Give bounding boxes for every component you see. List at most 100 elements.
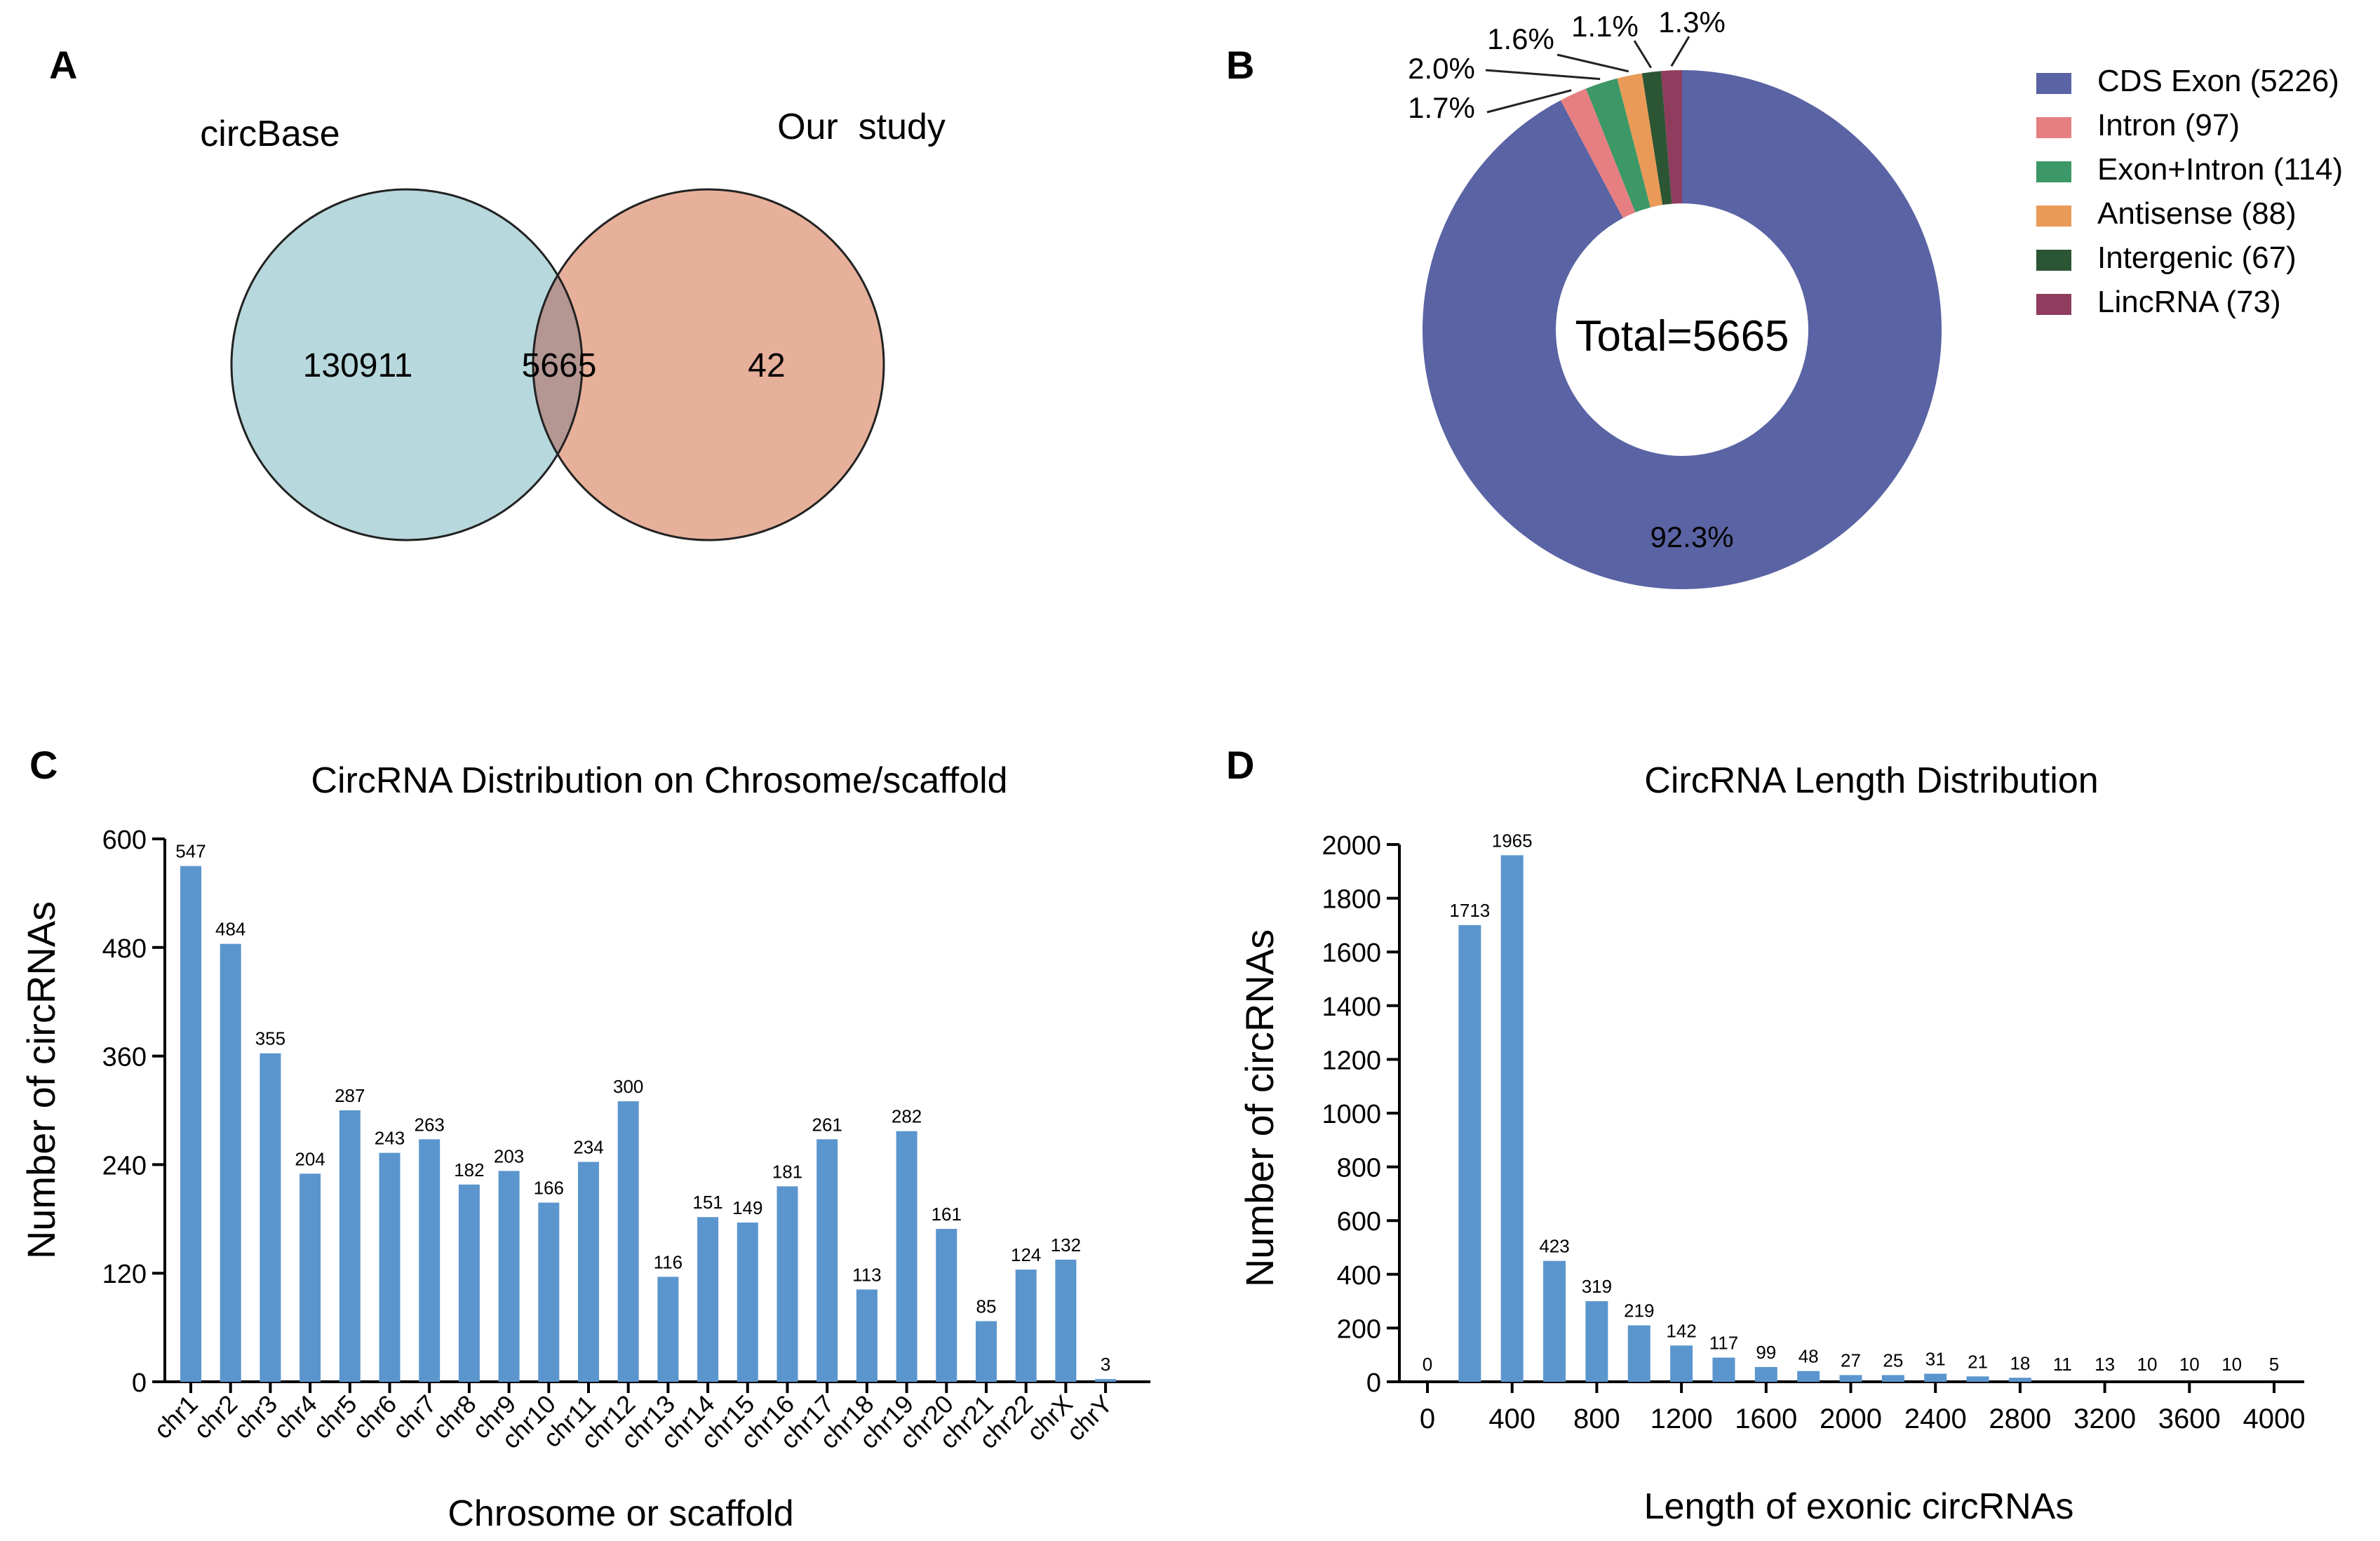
- donut-slice: [1617, 73, 1663, 208]
- leader-line: [1486, 89, 1572, 114]
- bar: [578, 1162, 599, 1382]
- bar-value-label: 31: [1925, 1349, 1946, 1370]
- bar-value-label: 319: [1582, 1276, 1612, 1297]
- slice-pct-label: 1.3%: [1658, 6, 1726, 39]
- venn-diagram: circBase Our study 130911 5665 42: [200, 107, 946, 541]
- bar: [300, 1173, 321, 1382]
- bar-value-label: 11: [2053, 1354, 2072, 1375]
- chart-c-title: CircRNA Distribution on Chrosome/scaffol…: [311, 760, 1007, 801]
- venn-left-set-name: circBase: [200, 114, 339, 154]
- bar: [856, 1289, 878, 1382]
- bar: [498, 1171, 520, 1382]
- y-tick-label: 1800: [1322, 885, 1381, 915]
- panel-label-b: B: [1226, 43, 1254, 87]
- bar: [339, 1110, 361, 1382]
- bar-value-label: 124: [1011, 1244, 1041, 1265]
- bar: [538, 1202, 560, 1382]
- bar-value-label: 0: [1423, 1354, 1432, 1375]
- x-tick-label: chrY: [1061, 1389, 1117, 1446]
- donut-center-label: Total=5665: [1575, 312, 1789, 361]
- bar-value-label: 132: [1051, 1234, 1081, 1256]
- bar: [617, 1101, 639, 1382]
- bar: [220, 943, 241, 1382]
- bar: [1095, 1379, 1117, 1382]
- legend-swatch: [2036, 117, 2071, 138]
- x-tick-label: 4000: [2243, 1404, 2306, 1434]
- bar: [1881, 1375, 1904, 1382]
- bar: [657, 1277, 679, 1382]
- legend-item-label: CDS Exon (5226): [2097, 64, 2339, 98]
- bar: [1966, 1376, 1989, 1382]
- bar-value-label: 219: [1624, 1300, 1654, 1321]
- legend-swatch: [2036, 73, 2071, 94]
- bar: [936, 1228, 957, 1382]
- panel-label-c: C: [29, 743, 58, 787]
- bar-value-label: 149: [732, 1197, 762, 1218]
- bar-value-label: 182: [454, 1159, 484, 1180]
- chart-d-xlabel: Length of exonic circRNAs: [1644, 1486, 2074, 1527]
- bar: [1924, 1373, 1947, 1382]
- legend-swatch: [2036, 206, 2071, 227]
- length-bar-chart: CircRNA Length Distribution Number of ci…: [1237, 760, 2305, 1527]
- chromosome-bar-chart: CircRNA Distribution on Chrosome/scaffol…: [19, 760, 1150, 1534]
- x-tick-label: 2400: [1904, 1404, 1967, 1434]
- bar-value-label: 142: [1666, 1320, 1696, 1341]
- bar: [1839, 1375, 1862, 1382]
- x-tick-label: 3200: [2073, 1404, 2136, 1434]
- y-tick-label: 800: [1337, 1154, 1381, 1183]
- legend-item-label: Antisense (88): [2097, 196, 2297, 231]
- bar: [1797, 1371, 1820, 1382]
- bar-value-label: 85: [976, 1296, 997, 1317]
- bar: [1015, 1270, 1037, 1382]
- bar: [776, 1186, 798, 1382]
- y-tick-label: 1200: [1322, 1046, 1381, 1075]
- x-tick-label: 0: [1420, 1404, 1435, 1434]
- bar-value-label: 181: [772, 1161, 802, 1182]
- bar: [458, 1184, 480, 1382]
- x-tick-label: 1200: [1650, 1404, 1713, 1434]
- y-tick-label: 0: [1366, 1368, 1381, 1398]
- chart-c-ylabel: Number of circRNAs: [19, 901, 63, 1259]
- bar-value-label: 117: [1709, 1333, 1738, 1354]
- venn-right-set-name: Our study: [777, 107, 946, 147]
- bar-value-label: 355: [255, 1028, 285, 1049]
- x-tick-label: 2000: [1820, 1404, 1882, 1434]
- leader-line: [1670, 36, 1690, 67]
- y-tick-label: 1600: [1322, 938, 1381, 968]
- y-tick-label: 2000: [1322, 831, 1381, 861]
- panel-label-d: D: [1226, 743, 1254, 787]
- bar: [379, 1152, 401, 1382]
- bar-value-label: 10: [2179, 1354, 2200, 1375]
- bar-value-label: 282: [892, 1106, 922, 1127]
- bar-value-label: 261: [812, 1114, 842, 1135]
- chart-c-xlabel: Chrosome or scaffold: [448, 1493, 793, 1534]
- y-tick-label: 400: [1337, 1261, 1381, 1291]
- legend-item-label: LincRNA (73): [2097, 285, 2281, 319]
- bar-value-label: 1713: [1449, 900, 1490, 921]
- chart-d-ylabel: Number of circRNAs: [1237, 929, 1282, 1287]
- donut-slice: [1423, 70, 1942, 589]
- legend-item-label: Intergenic (67): [2097, 241, 2297, 275]
- bar: [976, 1321, 997, 1382]
- bar-value-label: 13: [2095, 1354, 2115, 1375]
- bar: [419, 1139, 441, 1382]
- bar: [1585, 1301, 1608, 1382]
- y-tick-label: 0: [132, 1368, 147, 1398]
- bar-value-label: 243: [375, 1128, 405, 1149]
- bar: [896, 1131, 917, 1382]
- bar-value-label: 151: [692, 1192, 722, 1213]
- chart-d-title: CircRNA Length Distribution: [1644, 760, 2098, 801]
- bar: [1500, 855, 1524, 1382]
- panel-label-a: A: [49, 43, 77, 87]
- bar: [1543, 1260, 1566, 1382]
- slice-pct-label: 2.0%: [1408, 52, 1475, 85]
- bar-value-label: 48: [1799, 1346, 1819, 1367]
- bar-value-label: 423: [1539, 1236, 1569, 1257]
- x-tick-label: 1600: [1735, 1404, 1797, 1434]
- bar-value-label: 10: [2137, 1354, 2157, 1375]
- y-tick-label: 600: [102, 826, 147, 855]
- legend: CDS Exon (5226) Intron (97) Exon+Intron (1…: [2036, 64, 2343, 319]
- venn-right-only-count: 42: [748, 347, 785, 384]
- legend-item-label: Intron (97): [2097, 108, 2240, 142]
